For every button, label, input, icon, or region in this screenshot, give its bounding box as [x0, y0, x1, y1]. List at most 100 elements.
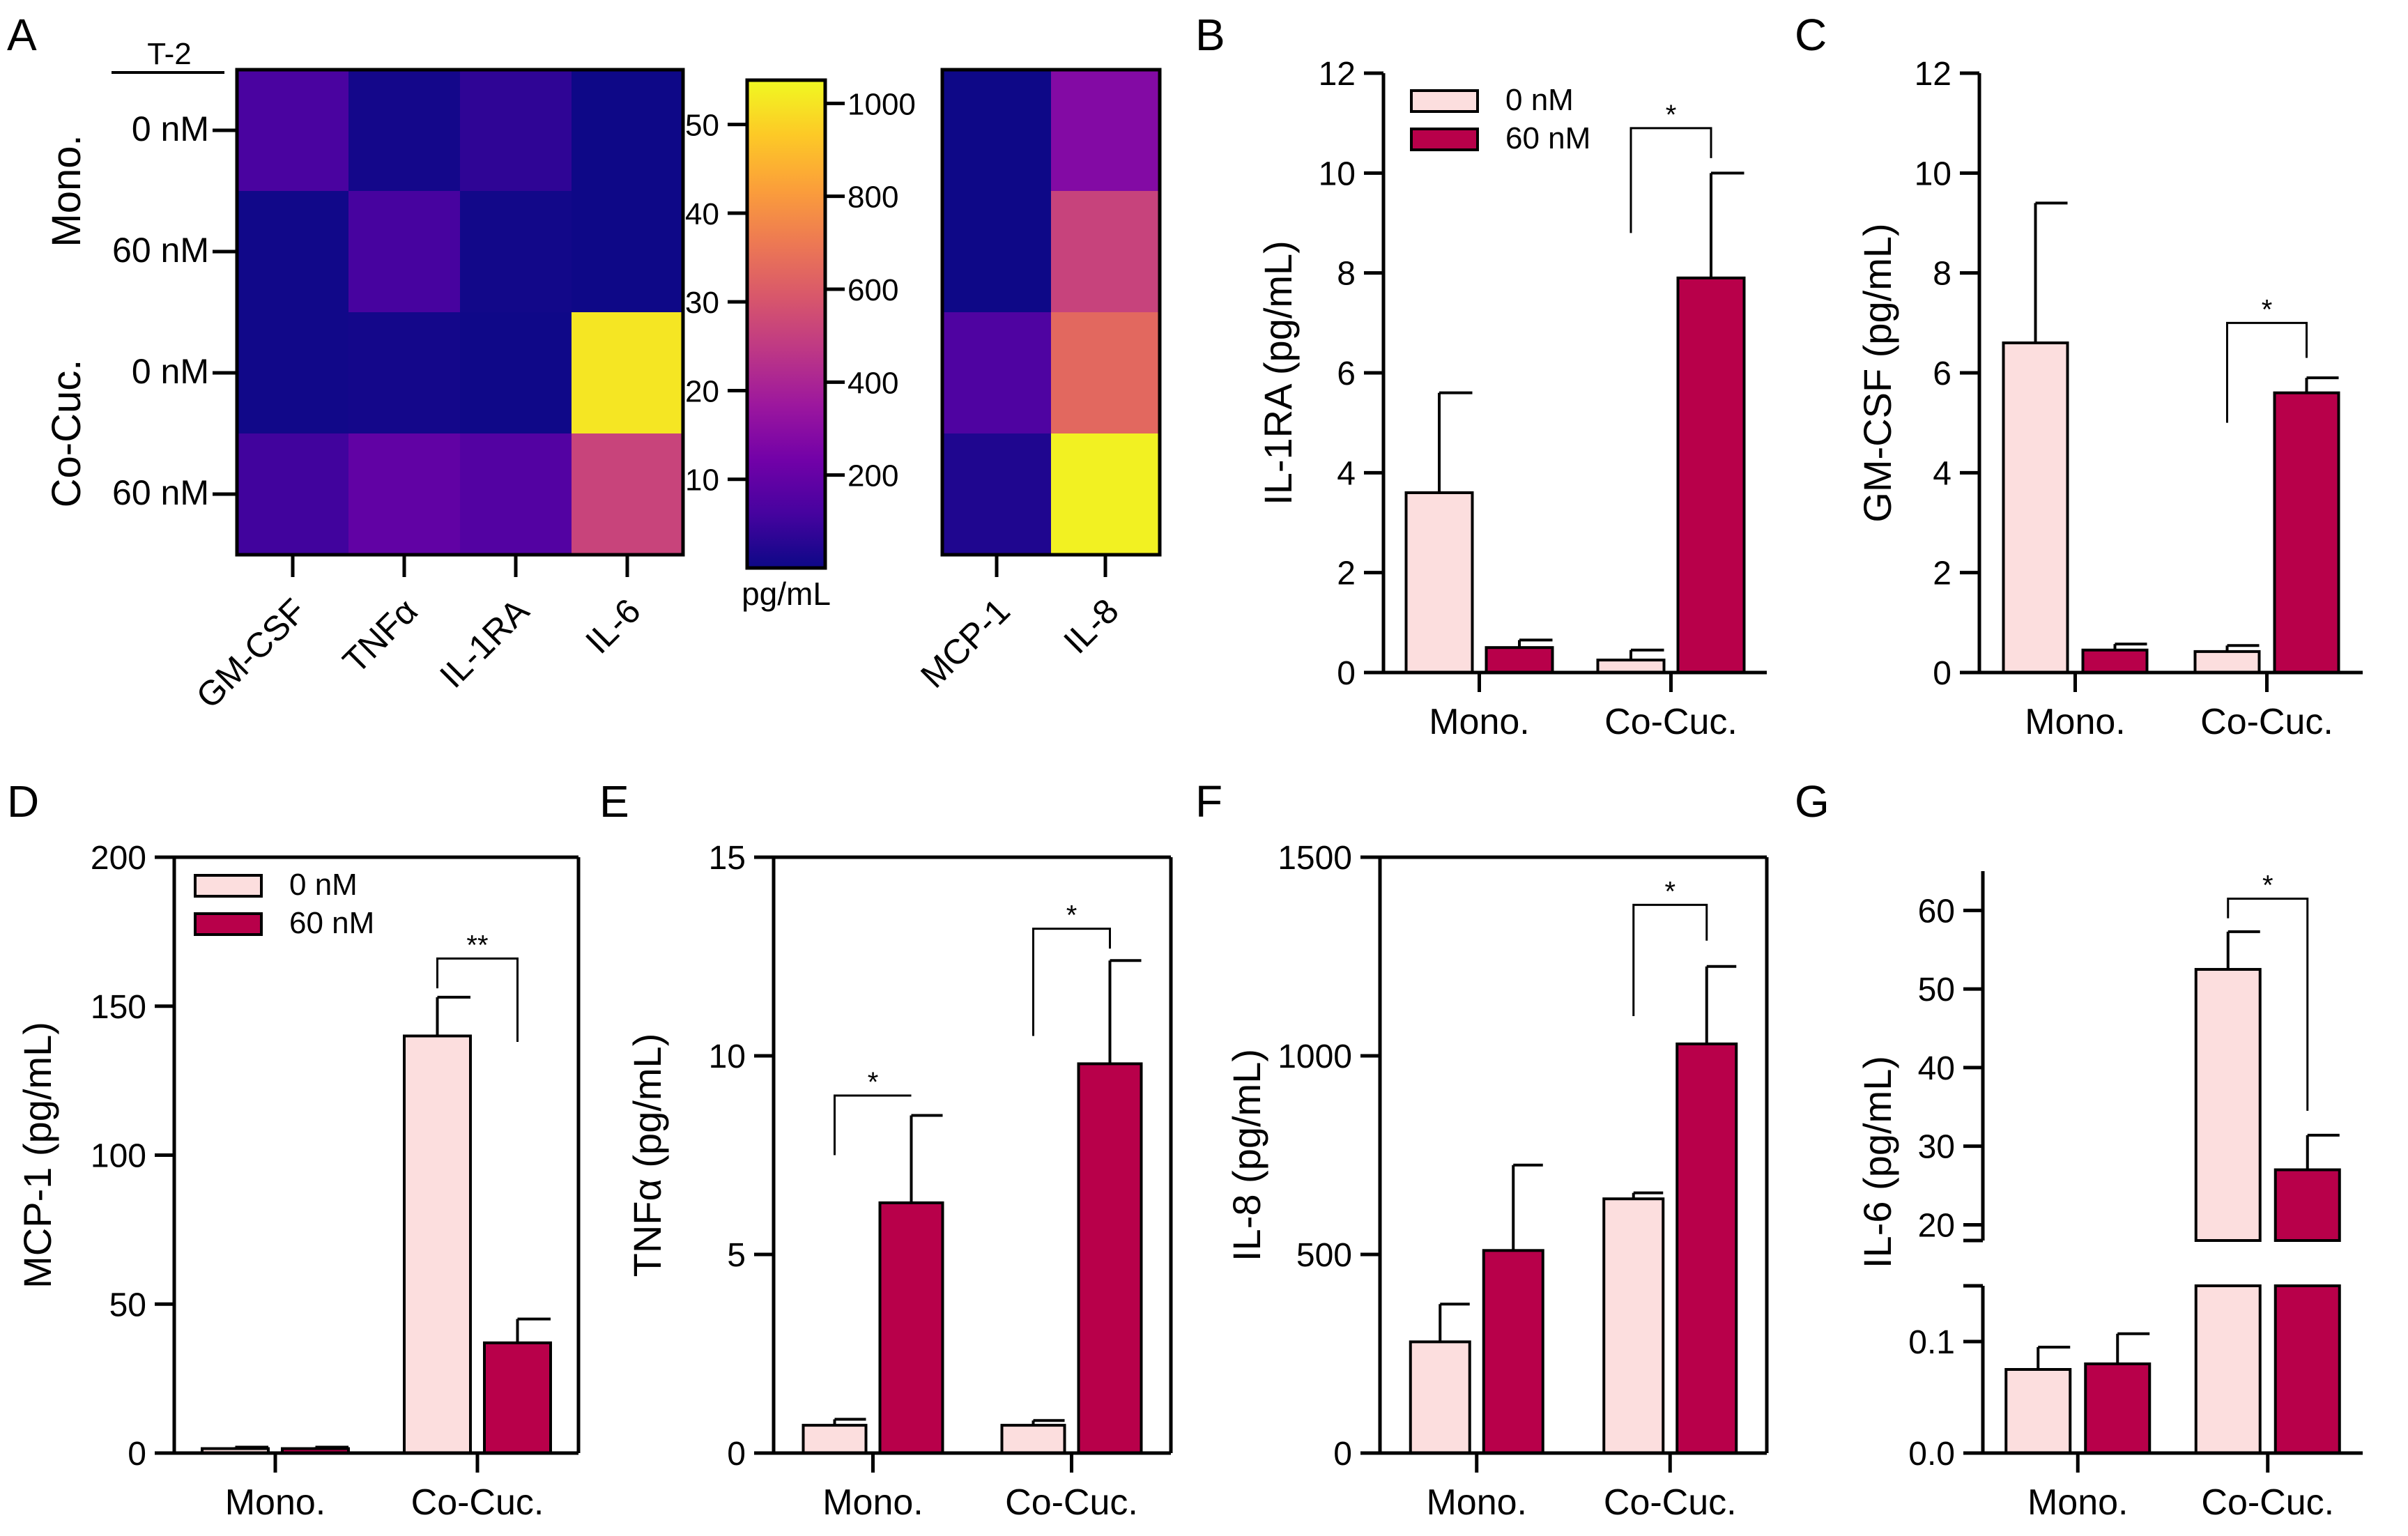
y-tick-label: 12 [1319, 56, 1356, 93]
significance-bracket [1629, 127, 1712, 233]
y-tick-label: 0 [727, 1436, 746, 1473]
heatmap-cell [237, 191, 348, 312]
heatmap-row-group-label: Mono. [44, 135, 89, 247]
legend-label: 0 nM [289, 868, 358, 902]
heatmap-cell [942, 312, 1051, 433]
panel-letter-e: E [599, 776, 629, 827]
heatmap-row-label: 0 nM [132, 109, 209, 148]
y-tick-label: 30 [1918, 1129, 1955, 1166]
significance-bracket [834, 1094, 912, 1155]
colorbar-left-tick-label: 20 [685, 374, 719, 408]
significance-star: * [2262, 294, 2273, 325]
bar [2004, 1368, 2072, 1454]
x-tick-label: Mono. [225, 1482, 326, 1523]
y-tick-label: 6 [1337, 355, 1356, 392]
y-tick-label: 8 [1337, 256, 1356, 293]
panel-letter-a: A [7, 10, 37, 60]
legend-swatch [194, 874, 263, 898]
x-tick-label: Co-Cuc. [1604, 702, 1738, 742]
significance-bracket [2227, 897, 2309, 1111]
y-tick-label: 10 [1319, 155, 1356, 192]
heatmap-cell [572, 433, 683, 555]
heatmap-cell [1051, 433, 1160, 555]
x-tick-label: Mono. [822, 1482, 923, 1523]
y-tick-label: 1000 [1278, 1038, 1352, 1075]
bar [1596, 659, 1666, 674]
panel-letter-d: D [7, 776, 39, 827]
legend-swatch [1410, 128, 1479, 151]
y-tick-label: 15 [709, 840, 746, 877]
y-axis-title: GM-CSF (pg/mL) [1855, 223, 1899, 522]
bar [1077, 1062, 1143, 1454]
x-tick-label: Co-Cuc. [2201, 1482, 2334, 1523]
bar [403, 1034, 472, 1454]
panel-letter-b: B [1195, 10, 1225, 60]
heatmap-col-label: MCP-1 [913, 591, 1018, 696]
x-tick-label: Mono. [2025, 702, 2126, 742]
bar-upper-segment [2194, 967, 2262, 1242]
colorbar-right-tick-label: 200 [848, 459, 898, 493]
axis-break-mark [1955, 1243, 2377, 1283]
y-tick-label: 40 [1918, 1050, 1955, 1087]
heatmap-cell [572, 191, 683, 312]
significance-star: * [868, 1067, 879, 1098]
heatmap-cell [572, 70, 683, 191]
heatmap-col-label: IL-8 [1056, 591, 1126, 661]
heatmap-cell [237, 433, 348, 555]
x-tick-label: Co-Cuc. [1604, 1482, 1737, 1523]
y-tick-label: 0 [128, 1436, 146, 1473]
heatmap-cell [348, 433, 460, 555]
y-tick-label: 50 [1918, 971, 1955, 1008]
y-tick-label: 6 [1933, 355, 1951, 392]
heatmap-cell [1051, 191, 1160, 312]
y-tick-label: 0 [1933, 655, 1951, 692]
bar [1485, 646, 1554, 675]
panel-letter-c: C [1795, 10, 1827, 60]
x-tick-label: Mono. [2027, 1482, 2129, 1523]
panel-letter-f: F [1195, 776, 1222, 827]
heatmap-cell [1051, 312, 1160, 433]
y-tick-label: 4 [1933, 455, 1951, 492]
colorbar-right-tick-label: 800 [848, 181, 898, 215]
bar [1602, 1197, 1665, 1454]
heatmap-cell [237, 312, 348, 433]
heatmap-col-label: GM-CSF [189, 591, 314, 716]
x-tick-label: Co-Cuc. [1005, 1482, 1138, 1523]
legend-label: 60 nM [1505, 121, 1590, 155]
legend-swatch [1410, 89, 1479, 113]
bar [2193, 650, 2261, 675]
heatmap-row-label: 60 nM [112, 231, 209, 270]
colorbar-right-tick-label: 600 [848, 273, 898, 307]
colorbar-right-tick-label: 400 [848, 366, 898, 400]
y-tick-label: 2 [1337, 555, 1356, 592]
significance-star: * [1666, 100, 1677, 130]
heatmap-cell [942, 433, 1051, 555]
y-tick-label: 100 [91, 1138, 146, 1175]
significance-bracket [1032, 928, 1111, 1036]
legend-label: 0 nM [1505, 83, 1574, 117]
y-axis-title: IL-6 (pg/mL) [1855, 1056, 1899, 1268]
significance-star: * [2262, 870, 2273, 900]
bar [1409, 1340, 1471, 1455]
panel-letter-g: G [1795, 776, 1830, 827]
heatmap-col-label: TNFα [335, 591, 425, 681]
y-axis-title: TNFα (pg/mL) [625, 1034, 669, 1277]
y-tick-label: 5 [727, 1237, 746, 1274]
colorbar-left-tick-label: 10 [685, 463, 719, 498]
y-tick-label: 10 [709, 1038, 746, 1075]
y-tick-label: 20 [1918, 1207, 1955, 1244]
y-tick-label: 500 [1296, 1237, 1352, 1274]
heatmap-row-label: 60 nM [112, 473, 209, 512]
colorbar-unit-label: pg/mL [742, 576, 831, 612]
bar [2002, 341, 2069, 674]
bar [1675, 1042, 1738, 1454]
heatmap-row-label: 0 nM [132, 352, 209, 391]
significance-star: * [1066, 900, 1078, 931]
x-tick-label: Co-Cuc. [2200, 702, 2333, 742]
heatmap-cell [348, 312, 460, 433]
heatmap-cell [460, 312, 572, 433]
heatmap-cell [572, 312, 683, 433]
colorbar [745, 78, 827, 570]
bar [2084, 1362, 2152, 1454]
